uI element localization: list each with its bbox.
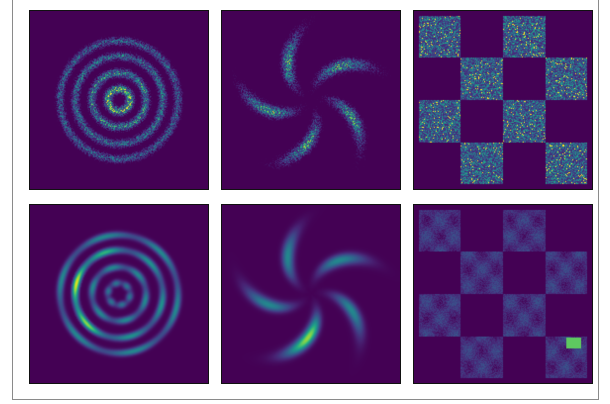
pinwheel-density-heatmap <box>222 205 400 383</box>
checkerboard-samples-heatmap <box>414 11 592 189</box>
checkerboard-samples-panel <box>413 10 593 190</box>
pinwheel-samples-heatmap <box>222 11 400 189</box>
rings-samples-heatmap <box>30 11 208 189</box>
checkerboard-density-heatmap <box>414 205 592 383</box>
rings-density-heatmap <box>30 205 208 383</box>
checkerboard-density-panel <box>413 204 593 384</box>
rings-density-panel <box>29 204 209 384</box>
pinwheel-samples-panel <box>221 10 401 190</box>
rings-samples-panel <box>29 10 209 190</box>
pinwheel-density-panel <box>221 204 401 384</box>
